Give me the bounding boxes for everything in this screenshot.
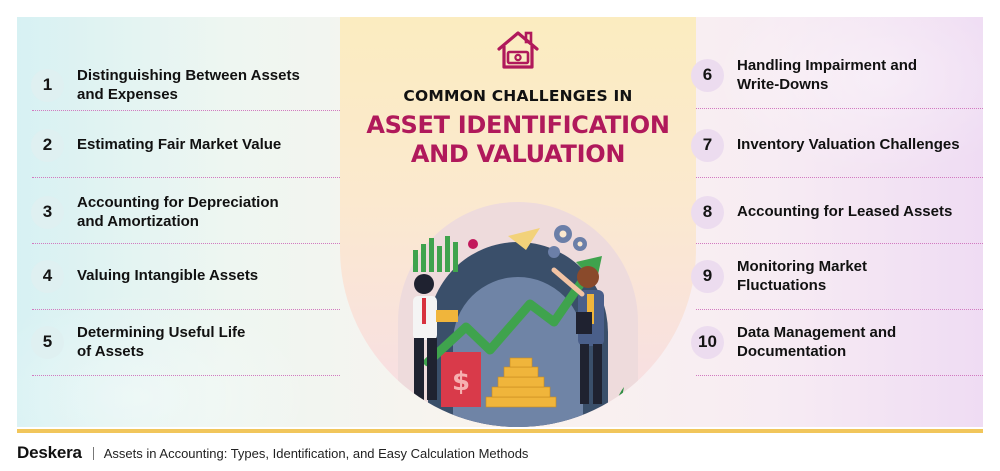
challenge-item-7: 7 Inventory Valuation Challenges: [691, 115, 981, 175]
dotted-separator: [696, 243, 983, 244]
dotted-separator: [32, 375, 340, 376]
dotted-separator: [696, 108, 983, 109]
item-label-line: Documentation: [737, 343, 847, 360]
item-label: Estimating Fair Market Value: [77, 135, 281, 155]
brand-logo: Deskera: [17, 443, 82, 462]
item-number-badge: 4: [31, 259, 64, 293]
item-label: Inventory Valuation Challenges: [737, 135, 960, 155]
item-number-badge: 8: [691, 195, 724, 229]
dotted-separator: [696, 375, 983, 376]
item-label-line: Handling Impairment and: [737, 56, 918, 74]
item-label-line: and Amortization: [77, 213, 199, 230]
challenge-item-2: 2 Estimating Fair Market Value: [31, 115, 331, 175]
item-number-badge: 7: [691, 128, 724, 162]
item-label-line: of Assets: [77, 343, 144, 360]
item-label-line: Estimating Fair Market Value: [77, 136, 282, 154]
footer-divider: [92, 446, 94, 460]
item-label: Determining Useful Life of Assets: [77, 323, 245, 362]
item-number-badge: 6: [691, 58, 724, 92]
item-label: Monitoring Market Fluctuations: [737, 257, 867, 296]
challenge-item-1: 1 Distinguishing Between Assets and Expe…: [31, 55, 331, 115]
item-number-badge: 3: [31, 195, 64, 229]
challenge-item-9: 9 Monitoring Market Fluctuations: [691, 246, 981, 306]
item-number-badge: 10: [691, 325, 724, 359]
dotted-separator: [32, 243, 340, 244]
item-label-line: Monitoring Market: [737, 257, 867, 275]
item-label-line: Inventory Valuation Challenges: [737, 136, 960, 154]
item-label-line: and Expenses: [77, 86, 178, 103]
challenge-item-4: 4 Valuing Intangible Assets: [31, 246, 331, 306]
challenge-item-6: 6 Handling Impairment and Write-Downs: [691, 45, 981, 105]
challenge-item-8: 8 Accounting for Leased Assets: [691, 182, 981, 242]
challenge-item-10: 10 Data Management and Documentation: [691, 312, 981, 372]
item-label-line: Valuing Intangible Assets: [77, 267, 259, 285]
center-arch: COMMON CHALLENGES IN ASSET IDENTIFICATIO…: [340, 17, 696, 427]
dotted-separator: [32, 309, 340, 310]
dotted-separator: [32, 177, 340, 178]
title-line-2: ASSET IDENTIFICATION: [366, 111, 670, 139]
footer: Deskera Assets in Accounting: Types, Ide…: [17, 441, 528, 465]
title-line-1: COMMON CHALLENGES IN: [403, 87, 633, 105]
infographic-panel: COMMON CHALLENGES IN ASSET IDENTIFICATIO…: [17, 17, 983, 427]
item-number-badge: 9: [691, 259, 724, 293]
footer-accent-bar: [17, 429, 983, 433]
item-label: Distinguishing Between Assets and Expens…: [77, 66, 300, 105]
item-number-badge: 2: [31, 128, 64, 162]
item-label-line: Accounting for Depreciation: [77, 193, 279, 211]
item-label: Handling Impairment and Write-Downs: [737, 56, 917, 95]
dotted-separator: [32, 110, 340, 111]
item-label-line: Data Management and: [737, 323, 897, 341]
item-label-line: Write-Downs: [737, 76, 829, 93]
item-label-line: Distinguishing Between Assets: [77, 66, 300, 84]
item-label-line: Fluctuations: [737, 277, 827, 294]
item-number-badge: 1: [31, 68, 64, 102]
item-label: Valuing Intangible Assets: [77, 266, 258, 286]
item-label: Accounting for Leased Assets: [737, 202, 952, 222]
business-growth-illustration: $: [398, 202, 638, 427]
house-money-icon: [497, 31, 539, 69]
dotted-separator: [696, 177, 983, 178]
title-line-3: AND VALUATION: [410, 140, 626, 168]
item-label-line: Accounting for Leased Assets: [737, 203, 953, 221]
challenge-item-5: 5 Determining Useful Life of Assets: [31, 312, 331, 372]
dotted-separator: [696, 309, 983, 310]
footer-article-title: Assets in Accounting: Types, Identificat…: [103, 445, 529, 461]
item-label: Accounting for Depreciation and Amortiza…: [77, 193, 279, 232]
item-number-badge: 5: [31, 325, 64, 359]
challenge-item-3: 3 Accounting for Depreciation and Amorti…: [31, 182, 331, 242]
svg-text:$: $: [452, 367, 470, 397]
title-main: ASSET IDENTIFICATION AND VALUATION: [340, 111, 696, 169]
item-label-line: Determining Useful Life: [77, 323, 246, 341]
item-label: Data Management and Documentation: [737, 323, 896, 362]
